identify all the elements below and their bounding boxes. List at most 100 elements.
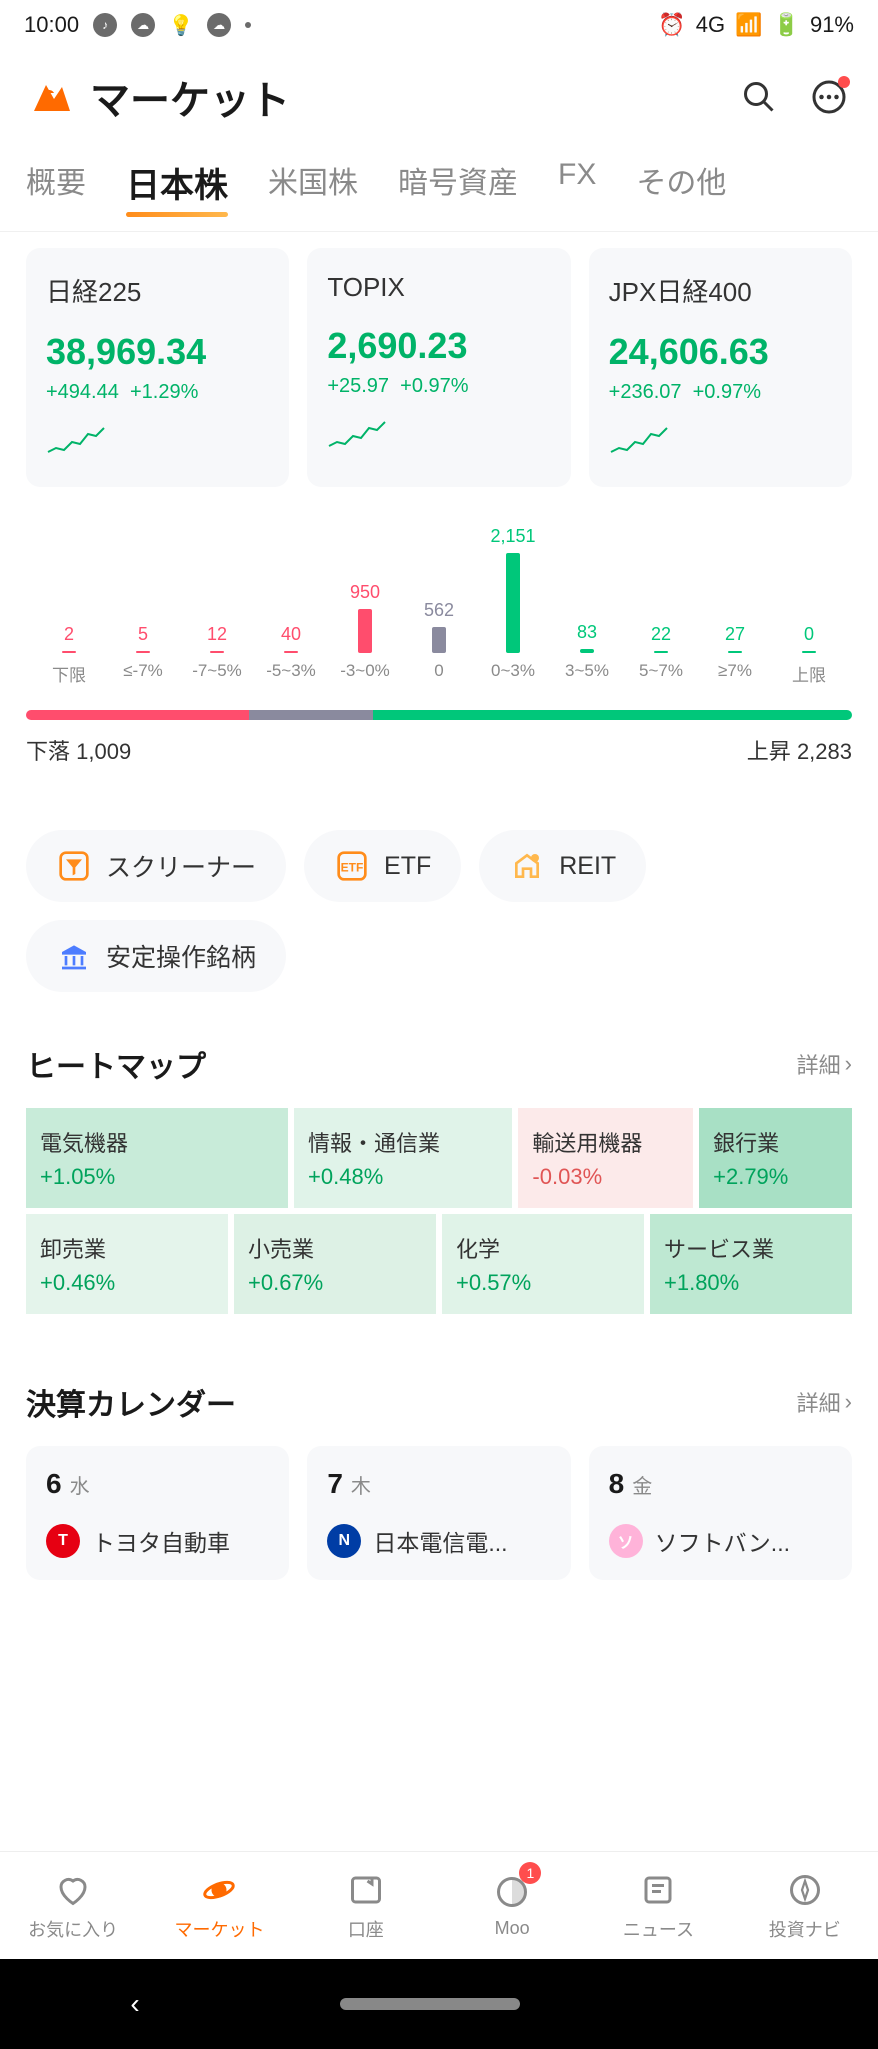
- quick-action-3[interactable]: 安定操作銘柄: [26, 920, 286, 992]
- nav-item-5[interactable]: 投資ナビ: [732, 1852, 878, 1959]
- heat-name: サービス業: [664, 1232, 838, 1264]
- dist-bar: [136, 651, 150, 653]
- range-bar: [26, 710, 852, 720]
- android-home-pill[interactable]: [340, 1998, 520, 2010]
- dist-col-7: 83: [550, 622, 624, 653]
- music-icon: ♪: [93, 13, 117, 37]
- header-left: マーケット: [26, 68, 290, 126]
- dist-label: 上限: [772, 661, 846, 686]
- page-title: マーケット: [90, 68, 290, 126]
- dist-col-3: 40: [254, 624, 328, 653]
- tab-2[interactable]: 米国株: [268, 158, 358, 215]
- cal-company: トヨタ自動車: [92, 1524, 230, 1558]
- sparkline-icon: [46, 422, 106, 458]
- bottom-nav: お気に入り マーケット 口座 Moo1ニュース投資ナビ: [0, 1851, 878, 1959]
- tab-5[interactable]: その他: [636, 158, 726, 215]
- nav-item-2[interactable]: 口座: [293, 1852, 439, 1959]
- heat-cell-1-2[interactable]: 化学 +0.57%: [442, 1214, 644, 1314]
- calendar-cards: 6水 Tトヨタ自動車7木 N日本電信電...8金 ソソフトバン...: [26, 1446, 852, 1580]
- index-name: 日経225: [46, 272, 269, 309]
- header-actions: [736, 74, 852, 120]
- network-type: 4G: [696, 12, 725, 38]
- menu-button[interactable]: [806, 74, 852, 120]
- index-name: TOPIX: [327, 272, 550, 303]
- dist-bar: [358, 609, 372, 653]
- dist-label: 下限: [32, 661, 106, 686]
- quick-action-1[interactable]: ETFETF: [304, 830, 461, 902]
- nav-icon-5: [785, 1870, 825, 1910]
- cal-day: 水: [70, 1470, 90, 1499]
- heat-name: 化学: [456, 1232, 630, 1264]
- up-label: 上昇 2,283: [747, 734, 852, 766]
- range-segment-up: [373, 710, 852, 720]
- android-back-button[interactable]: ‹: [130, 1988, 139, 2020]
- nav-item-1[interactable]: マーケット: [146, 1852, 292, 1959]
- heat-cell-0-0[interactable]: 電気機器+1.05%: [26, 1108, 288, 1208]
- quick-action-0[interactable]: スクリーナー: [26, 830, 286, 902]
- dist-col-2: 12: [180, 624, 254, 653]
- nav-item-3[interactable]: Moo1: [439, 1852, 585, 1959]
- dist-col-8: 22: [624, 624, 698, 653]
- heat-cell-1-0[interactable]: 卸売業+0.46%: [26, 1214, 228, 1314]
- quick-action-2[interactable]: REIT: [479, 830, 646, 902]
- heat-cell-1-3[interactable]: サービス業+1.80%: [650, 1214, 852, 1314]
- heat-cell-1-1[interactable]: 小売業+0.67%: [234, 1214, 436, 1314]
- tab-1[interactable]: 日本株: [126, 158, 228, 215]
- status-time: 10:00: [24, 12, 79, 38]
- heat-pct: +1.05%: [40, 1164, 274, 1190]
- down-label: 下落 1,009: [26, 734, 131, 766]
- heat-cell-0-3[interactable]: 銀行業+2.79%: [699, 1108, 852, 1208]
- chevron-right-icon: ›: [845, 1389, 852, 1415]
- tab-4[interactable]: FX: [558, 158, 596, 215]
- sparkline-icon: [327, 416, 387, 452]
- tab-3[interactable]: 暗号資産: [398, 158, 518, 215]
- dist-label: 0~3%: [476, 661, 550, 686]
- calendar-card-0[interactable]: 6水 Tトヨタ自動車: [26, 1446, 289, 1580]
- quick-actions: スクリーナー ETFETFREIT 安定操作銘柄: [0, 782, 878, 1012]
- calendar-more-button[interactable]: 詳細 ›: [797, 1386, 852, 1418]
- nav-label: お気に入り: [28, 1916, 118, 1942]
- heat-name: 輸送用機器: [532, 1126, 679, 1158]
- heat-name: 小売業: [248, 1232, 422, 1264]
- index-card-1[interactable]: TOPIX 2,690.23 +25.97 +0.97%: [307, 248, 570, 487]
- heat-cell-0-2[interactable]: 輸送用機器-0.03%: [518, 1108, 693, 1208]
- nav-label: 口座: [348, 1916, 384, 1942]
- nav-item-4[interactable]: ニュース: [585, 1852, 731, 1959]
- dist-label: -3~0%: [328, 661, 402, 686]
- dist-value: 950: [350, 582, 380, 603]
- dist-col-9: 27: [698, 624, 772, 653]
- cal-company: ソフトバン...: [655, 1524, 790, 1558]
- tab-0[interactable]: 概要: [26, 158, 86, 215]
- heat-cell-0-1[interactable]: 情報・通信業+0.48%: [294, 1108, 512, 1208]
- market-tabs: 概要日本株米国株暗号資産 FX その他: [0, 136, 878, 232]
- dist-value: 562: [424, 600, 454, 621]
- heatmap-row-1: 電気機器+1.05%情報・通信業+0.48%輸送用機器-0.03%銀行業+2.7…: [26, 1108, 852, 1208]
- calendar-card-1[interactable]: 7木 N日本電信電...: [307, 1446, 570, 1580]
- cal-date: 6水: [46, 1468, 269, 1500]
- dist-value: 2,151: [490, 526, 535, 547]
- dist-value: 40: [281, 624, 301, 645]
- heatmap-row-2: 卸売業+0.46%小売業+0.67% 化学 +0.57% サービス業+1.80%: [26, 1214, 852, 1314]
- nav-icon-0: [53, 1870, 93, 1910]
- heat-name: 情報・通信業: [308, 1126, 498, 1158]
- cal-company: 日本電信電...: [373, 1524, 507, 1558]
- dist-col-6: 2,151: [476, 526, 550, 653]
- qa-label: スクリーナー: [106, 848, 256, 884]
- app-logo-icon: [26, 73, 74, 121]
- nav-label: マーケット: [174, 1916, 264, 1942]
- index-value: 24,606.63: [609, 331, 832, 373]
- index-card-0[interactable]: 日経225 38,969.34 +494.44 +1.29%: [26, 248, 289, 487]
- nav-item-0[interactable]: お気に入り: [0, 1852, 146, 1959]
- heat-pct: +0.57%: [456, 1270, 630, 1296]
- index-card-2[interactable]: JPX日経400 24,606.63 +236.07 +0.97%: [589, 248, 852, 487]
- search-button[interactable]: [736, 74, 782, 120]
- company-logo-icon: N: [327, 1524, 361, 1558]
- reit-icon: [509, 848, 545, 884]
- dist-bar: [654, 651, 668, 653]
- dist-value: 27: [725, 624, 745, 645]
- index-name: JPX日経400: [609, 272, 832, 309]
- cloud-icon: ☁: [131, 13, 155, 37]
- dist-col-5: 562: [402, 600, 476, 653]
- heatmap-more-button[interactable]: 詳細 ›: [797, 1048, 852, 1080]
- calendar-card-2[interactable]: 8金 ソソフトバン...: [589, 1446, 852, 1580]
